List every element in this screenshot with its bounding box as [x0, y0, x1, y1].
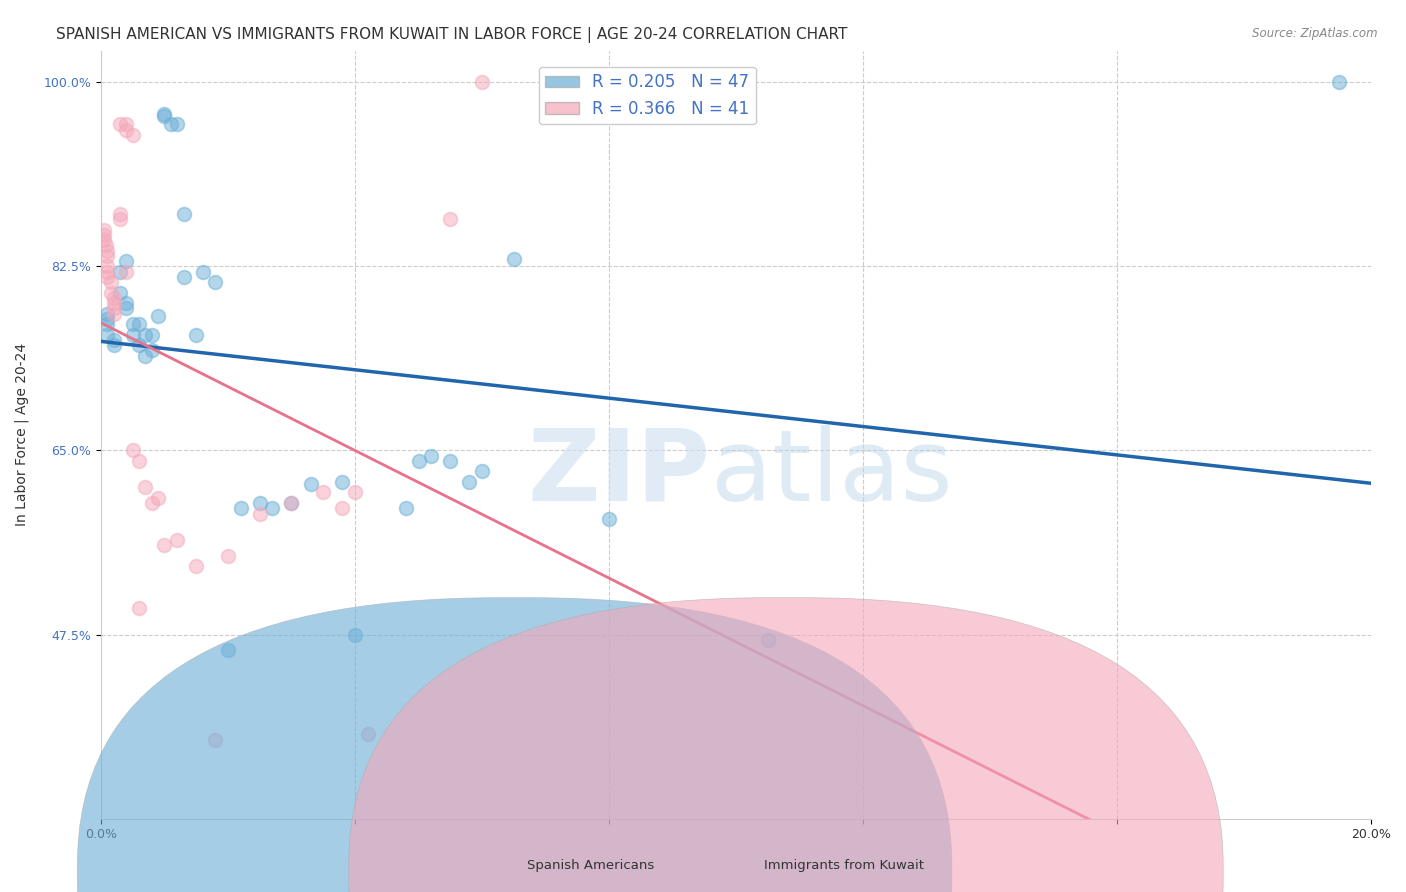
Point — [395, 501, 418, 516]
Point — [134, 480, 156, 494]
Point — [115, 296, 138, 310]
Point — [756, 632, 779, 647]
Point — [471, 465, 494, 479]
Point — [280, 496, 302, 510]
Point — [458, 475, 481, 489]
Point — [249, 496, 271, 510]
Point — [115, 122, 138, 136]
Point — [96, 327, 118, 342]
Point — [420, 449, 443, 463]
Point — [128, 317, 150, 331]
Point — [96, 312, 118, 326]
Text: Source: ZipAtlas.com: Source: ZipAtlas.com — [1253, 27, 1378, 40]
Point — [103, 333, 125, 347]
Point — [343, 485, 366, 500]
Point — [93, 227, 115, 242]
Point — [134, 327, 156, 342]
Point — [103, 296, 125, 310]
Point — [141, 343, 163, 358]
Point — [96, 264, 118, 278]
Point — [141, 327, 163, 342]
Point — [100, 285, 122, 300]
Point — [96, 260, 118, 274]
Point — [598, 512, 620, 526]
Point — [312, 485, 335, 500]
Point — [108, 212, 131, 227]
Text: Spanish Americans: Spanish Americans — [527, 859, 654, 872]
Point — [128, 454, 150, 468]
Point — [103, 307, 125, 321]
Point — [249, 507, 271, 521]
Point — [121, 128, 143, 142]
Point — [186, 327, 208, 342]
Point — [229, 501, 252, 516]
Point — [115, 301, 138, 316]
Point — [121, 317, 143, 331]
Point — [103, 338, 125, 352]
Text: SPANISH AMERICAN VS IMMIGRANTS FROM KUWAIT IN LABOR FORCE | AGE 20-24 CORRELATIO: SPANISH AMERICAN VS IMMIGRANTS FROM KUWA… — [56, 27, 848, 43]
Point — [502, 252, 524, 266]
Point — [108, 117, 131, 131]
Y-axis label: In Labor Force | Age 20-24: In Labor Force | Age 20-24 — [15, 343, 30, 526]
Point — [96, 317, 118, 331]
Point — [160, 117, 183, 131]
Point — [141, 496, 163, 510]
Point — [115, 254, 138, 268]
Point — [108, 264, 131, 278]
Point — [121, 327, 143, 342]
Point — [96, 244, 118, 258]
Legend: R = 0.205   N = 47, R = 0.366   N = 41: R = 0.205 N = 47, R = 0.366 N = 41 — [538, 67, 755, 124]
Point — [166, 117, 188, 131]
Point — [173, 207, 195, 221]
Point — [128, 601, 150, 615]
Point — [357, 727, 380, 741]
Point — [343, 627, 366, 641]
Point — [93, 222, 115, 236]
Text: ZIP: ZIP — [527, 425, 710, 522]
Point — [1329, 75, 1351, 89]
Point — [121, 443, 143, 458]
Point — [103, 301, 125, 316]
Point — [439, 454, 461, 468]
Point — [299, 477, 322, 491]
Point — [153, 107, 176, 121]
Point — [100, 275, 122, 289]
Point — [146, 491, 169, 505]
Point — [96, 269, 118, 284]
Point — [103, 291, 125, 305]
Point — [280, 496, 302, 510]
Point — [204, 275, 226, 289]
Point — [173, 269, 195, 284]
Point — [115, 117, 138, 131]
Point — [96, 249, 118, 263]
Point — [128, 338, 150, 352]
Point — [93, 233, 115, 247]
Point — [330, 475, 353, 489]
Point — [471, 75, 494, 89]
Point — [204, 732, 226, 747]
Point — [153, 538, 176, 552]
Text: atlas: atlas — [710, 425, 952, 522]
Point — [94, 238, 117, 252]
Point — [146, 309, 169, 323]
Point — [153, 109, 176, 123]
Point — [262, 501, 284, 516]
Point — [330, 501, 353, 516]
Point — [408, 454, 430, 468]
Point — [217, 643, 239, 657]
Point — [108, 207, 131, 221]
Point — [217, 549, 239, 563]
Text: Immigrants from Kuwait: Immigrants from Kuwait — [763, 859, 924, 872]
Point — [115, 264, 138, 278]
Point — [108, 285, 131, 300]
Point — [96, 307, 118, 321]
Point — [439, 212, 461, 227]
Point — [166, 533, 188, 547]
Point — [186, 559, 208, 574]
Point — [134, 349, 156, 363]
Point — [191, 264, 214, 278]
